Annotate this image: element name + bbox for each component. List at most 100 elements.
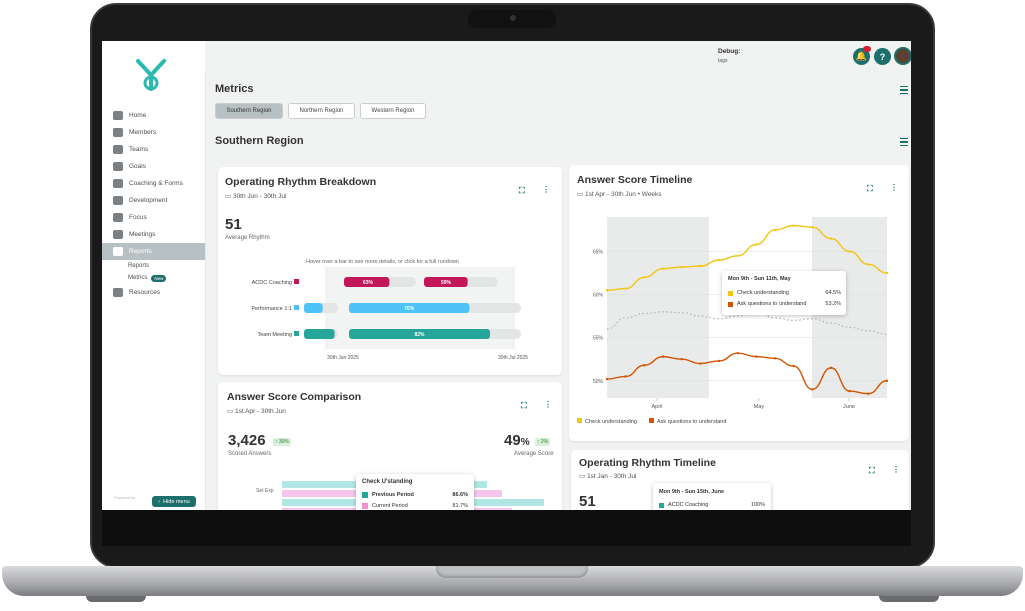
- series-point[interactable]: [811, 226, 814, 229]
- series-line-0[interactable]: [606, 224, 888, 291]
- bar-segment[interactable]: [304, 329, 335, 339]
- series-point[interactable]: [624, 287, 627, 290]
- series-point[interactable]: [755, 355, 758, 358]
- series-point[interactable]: [773, 228, 777, 232]
- sidebar-item-coaching-forms[interactable]: Coaching & Forms: [102, 175, 205, 192]
- row-label: Team Meeting: [257, 332, 292, 338]
- brand-logo-icon[interactable]: [130, 53, 172, 95]
- home-icon: [113, 111, 123, 120]
- sidebar-subitem-reports[interactable]: Reports: [102, 260, 205, 272]
- bell-icon[interactable]: 🔔: [853, 48, 870, 65]
- series-point[interactable]: [680, 265, 683, 269]
- series-point[interactable]: [661, 355, 665, 358]
- bar-segment[interactable]: [349, 329, 491, 339]
- menu-icon[interactable]: [900, 86, 908, 94]
- series-line-2[interactable]: [606, 352, 888, 395]
- series-point[interactable]: [867, 263, 870, 266]
- sidebar-item-teams[interactable]: Teams: [102, 141, 205, 158]
- bar-label: 70%: [404, 306, 415, 312]
- average-score-label: Average Score: [514, 451, 554, 457]
- kebab-menu-icon[interactable]: ⋮: [892, 465, 900, 474]
- tooltip-row: Check understanding 64.5%: [728, 290, 841, 296]
- tooltip-row: ACDC Coaching 100%: [659, 502, 765, 508]
- sidebar-subitem-label: Metrics: [128, 275, 148, 281]
- region-tab-southern[interactable]: Southern Region: [215, 103, 283, 119]
- sidebar-item-focus[interactable]: Focus: [102, 209, 205, 226]
- series-point[interactable]: [736, 351, 739, 355]
- rhythm-breakdown-card: Operating Rhythm Breakdown ▭ 30th Jun - …: [218, 167, 562, 375]
- debug-tags[interactable]: tags: [718, 58, 728, 64]
- region-tab-northern[interactable]: Northern Region: [288, 103, 355, 119]
- laptop-chin: [102, 510, 911, 546]
- series-point[interactable]: [848, 389, 851, 393]
- bar-segment[interactable]: [304, 303, 323, 313]
- trend-badge: ↑ 30%: [273, 438, 291, 446]
- series-point[interactable]: [717, 359, 721, 363]
- sidebar-item-goals[interactable]: Goals: [102, 158, 205, 175]
- series-point[interactable]: [605, 377, 609, 381]
- bar-segment[interactable]: [424, 277, 468, 287]
- tooltip-row-label: Ask questions to understand: [737, 301, 807, 307]
- expand-icon[interactable]: ⛶: [519, 186, 525, 195]
- series-point[interactable]: [792, 224, 795, 227]
- series-point[interactable]: [717, 258, 721, 262]
- expand-icon[interactable]: ⛶: [867, 184, 873, 193]
- series-point[interactable]: [624, 375, 627, 378]
- series-point[interactable]: [867, 392, 870, 395]
- series-point[interactable]: [643, 276, 646, 279]
- expand-icon[interactable]: ⛶: [869, 466, 875, 475]
- date-text: 30th Jun - 30th Jul: [232, 193, 287, 200]
- tooltip-row-value: 64.5%: [825, 290, 841, 296]
- timeline-chart: 65% 60% 55% 50% April May June Check understand…: [577, 217, 889, 425]
- series-point[interactable]: [811, 388, 814, 391]
- sidebar-item-development[interactable]: Development: [102, 192, 205, 209]
- expand-icon[interactable]: ⛶: [521, 401, 527, 410]
- hide-menu-button[interactable]: ‹ Hide menu: [152, 496, 196, 507]
- series-point[interactable]: [773, 357, 777, 360]
- region-tab-western[interactable]: Western Region: [360, 103, 426, 119]
- series-point[interactable]: [885, 379, 889, 382]
- card-title: Answer Score Timeline: [577, 174, 693, 186]
- sidebar-item-resources[interactable]: Resources: [102, 284, 205, 301]
- list-icon: [113, 213, 123, 222]
- series-point[interactable]: [848, 250, 851, 253]
- legend-swatch: [728, 301, 733, 307]
- bar-segment[interactable]: [344, 277, 390, 287]
- series-point[interactable]: [755, 243, 758, 246]
- series-point[interactable]: [792, 364, 795, 368]
- series-point[interactable]: [885, 271, 889, 275]
- shaded-band: [607, 217, 709, 398]
- series-point[interactable]: [736, 254, 739, 257]
- kebab-menu-icon[interactable]: ⋮: [542, 185, 550, 194]
- date-text: 1st Apr - 30th Jun: [234, 408, 286, 415]
- series-point[interactable]: [829, 237, 833, 240]
- legend-swatch: [649, 418, 654, 423]
- series-point[interactable]: [661, 267, 665, 270]
- kebab-menu-icon[interactable]: ⋮: [544, 400, 552, 409]
- average-score-unit: %: [520, 437, 530, 448]
- sidebar-item-members[interactable]: Members: [102, 124, 205, 141]
- series-point[interactable]: [680, 358, 683, 361]
- sidebar-item-reports[interactable]: Reports: [102, 243, 205, 260]
- sidebar-item-home[interactable]: Home: [102, 107, 205, 124]
- series-point[interactable]: [699, 264, 702, 268]
- sidebar-item-meetings[interactable]: Meetings: [102, 226, 205, 243]
- kebab-menu-icon[interactable]: ⋮: [890, 183, 898, 192]
- avatar[interactable]: [894, 47, 911, 65]
- section-menu-icon[interactable]: [900, 138, 908, 146]
- x-axis-label: 30th Jul 2025: [498, 355, 528, 361]
- legend-label: Check understanding: [585, 419, 637, 425]
- legend-swatch: [294, 279, 299, 284]
- sidebar-item-label: Members: [129, 129, 157, 136]
- series-point[interactable]: [829, 366, 833, 370]
- series-point[interactable]: [643, 364, 646, 367]
- bar-segment[interactable]: [349, 303, 470, 313]
- sidebar-subitem-metrics[interactable]: Metrics New: [102, 272, 205, 284]
- legend-swatch: [728, 290, 733, 296]
- card-title: Answer Score Comparison: [227, 391, 362, 403]
- sidebar-subitem-label: Reports: [128, 263, 150, 269]
- tooltip-row-value: 53.2%: [825, 301, 841, 307]
- series-point[interactable]: [605, 289, 609, 292]
- series-point[interactable]: [699, 362, 702, 365]
- help-button[interactable]: ?: [874, 48, 891, 65]
